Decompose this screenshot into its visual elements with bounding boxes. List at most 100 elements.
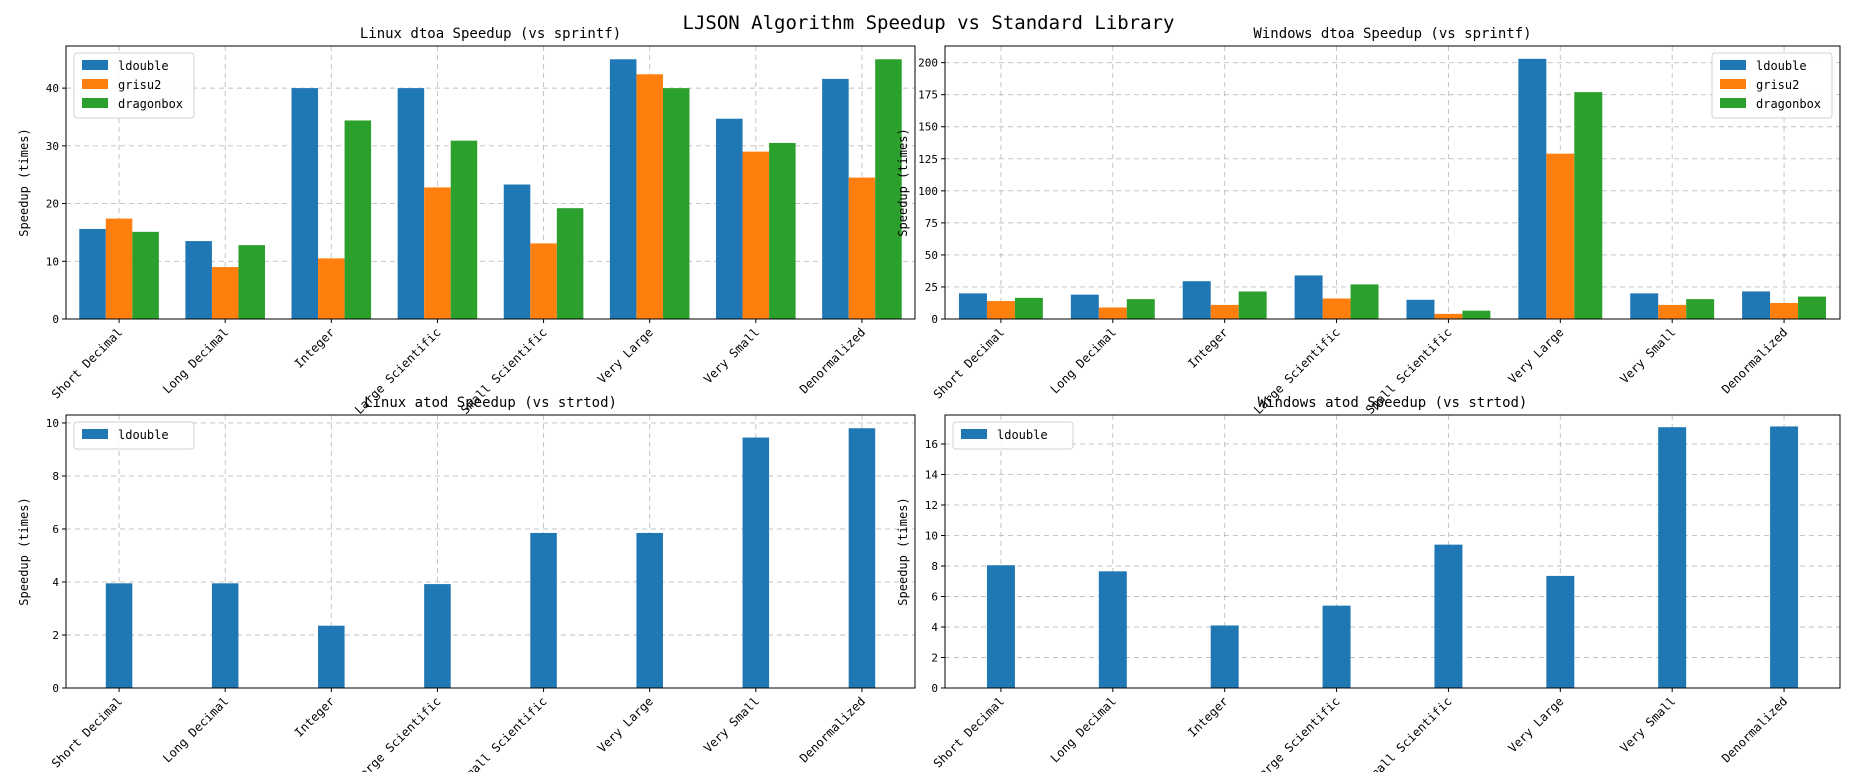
y-tick-label: 2 [931, 651, 938, 664]
legend: ldouble [73, 421, 195, 450]
bar-dragonbox [769, 142, 796, 319]
legend-label-ldouble: ldouble [118, 428, 169, 442]
bar-dragonbox [1126, 299, 1155, 319]
x-tick-label: Very Large [1505, 325, 1566, 386]
x-tick-label: Short Decimal [49, 325, 125, 401]
legend-label-ldouble: ldouble [1756, 59, 1807, 73]
y-tick-label: 200 [918, 57, 938, 70]
bar-grisu2 [105, 218, 133, 319]
legend: ldouble [952, 421, 1074, 450]
bar-grisu2 [1434, 313, 1463, 319]
legend-label-dragonbox: dragonbox [1756, 97, 1821, 111]
bar-dragonbox [1798, 296, 1827, 319]
x-tick-label: Integer [292, 694, 338, 740]
bar-ldouble [1182, 281, 1211, 319]
y-axis-label: Speedup (times) [17, 128, 31, 236]
legend-swatch-ldouble [82, 429, 108, 439]
bar-dragonbox [1014, 297, 1043, 319]
y-tick-label: 100 [918, 185, 938, 198]
axes-frame [65, 45, 916, 320]
bar-ldouble [1294, 275, 1323, 319]
y-tick-label: 40 [46, 82, 59, 95]
y-tick-label: 6 [931, 590, 938, 603]
bar-grisu2 [1210, 304, 1239, 319]
chart-title: Linux atod Speedup (vs strtod) [364, 395, 617, 411]
x-tick-label: Denormalized [1719, 325, 1790, 396]
y-tick-label: 20 [46, 198, 59, 211]
chart-title: Windows atod Speedup (vs strtod) [1258, 395, 1528, 411]
bar-ldouble [1322, 605, 1351, 688]
bar-ldouble [822, 78, 849, 319]
bar-ldouble [1742, 291, 1771, 319]
bar-dragonbox [238, 245, 265, 319]
bar-grisu2 [986, 301, 1015, 319]
bar-ldouble [1406, 299, 1435, 319]
bar-ldouble [609, 59, 637, 319]
x-tick-label: Very Small [701, 325, 762, 386]
x-tick-label: Large Scientific [1251, 694, 1343, 772]
bar-grisu2 [318, 258, 345, 319]
bar-ldouble [1518, 58, 1547, 320]
bar-grisu2 [1322, 298, 1351, 319]
y-tick-label: 10 [46, 255, 59, 268]
bar-dragonbox [132, 231, 159, 319]
x-tick-label: Denormalized [797, 325, 868, 396]
axes-frame [944, 414, 1841, 689]
legend-swatch-dragonbox [1720, 98, 1746, 108]
bar-ldouble [848, 428, 876, 688]
y-axis-label: Speedup (times) [896, 497, 910, 605]
bar-dragonbox [556, 208, 584, 319]
legend: ldouble grisu2 dragonbox [73, 52, 195, 119]
y-tick-label: 16 [925, 438, 938, 451]
y-tick-label: 0 [52, 313, 59, 326]
x-tick-label: Integer [292, 325, 338, 371]
legend-label-ldouble: ldouble [997, 428, 1048, 442]
x-tick-label: Long Decimal [160, 325, 231, 396]
bar-ldouble [1098, 571, 1127, 688]
y-tick-label: 175 [918, 89, 938, 102]
x-tick-label: Very Small [1617, 325, 1678, 386]
bar-ldouble [1658, 427, 1687, 688]
y-tick-label: 50 [925, 249, 938, 262]
x-tick-label: Long Decimal [1048, 325, 1119, 396]
y-tick-label: 125 [918, 153, 938, 166]
bar-grisu2 [636, 74, 663, 319]
legend-box [73, 421, 195, 450]
bar-ldouble [636, 532, 663, 688]
bar-ldouble [958, 293, 987, 319]
x-tick-label: Small Scientific [1363, 694, 1455, 772]
legend: ldouble grisu2 dragonbox [1711, 52, 1833, 119]
x-tick-label: Very Large [595, 325, 656, 386]
y-tick-label: 30 [46, 140, 59, 153]
x-tick-label: Very Small [701, 694, 762, 755]
y-tick-label: 8 [931, 560, 938, 573]
bar-grisu2 [742, 151, 770, 319]
x-tick-label: Short Decimal [931, 694, 1007, 770]
bar-ldouble [105, 583, 133, 688]
bar-dragonbox [1462, 310, 1491, 319]
legend-swatch-grisu2 [82, 79, 108, 89]
legend-swatch-ldouble [961, 429, 987, 439]
bar-ldouble [291, 88, 319, 319]
axes-frame [944, 45, 1841, 320]
chart-panel-1: 0 10 20 30 40 Short Decimal Long Decimal Intege… [17, 26, 916, 417]
bar-grisu2 [211, 267, 239, 319]
x-tick-label: Integer [1185, 325, 1231, 371]
legend-swatch-ldouble [1720, 60, 1746, 70]
bar-dragonbox [1574, 92, 1603, 320]
bar-ldouble [1630, 293, 1659, 319]
y-tick-label: 4 [931, 621, 938, 634]
bar-grisu2 [1770, 302, 1799, 319]
bar-ldouble [742, 437, 770, 688]
x-tick-label: Denormalized [797, 694, 868, 765]
bar-ldouble [1770, 426, 1799, 688]
x-tick-label: Short Decimal [49, 694, 125, 770]
y-axis-label: Speedup (times) [896, 128, 910, 236]
bar-grisu2 [848, 177, 876, 319]
x-tick-label: Long Decimal [1048, 694, 1119, 765]
bar-grisu2 [1658, 304, 1687, 319]
y-tick-label: 8 [52, 470, 59, 483]
legend-label-dragonbox: dragonbox [118, 97, 183, 111]
bar-dragonbox [1238, 291, 1267, 319]
y-tick-label: 14 [925, 468, 939, 481]
